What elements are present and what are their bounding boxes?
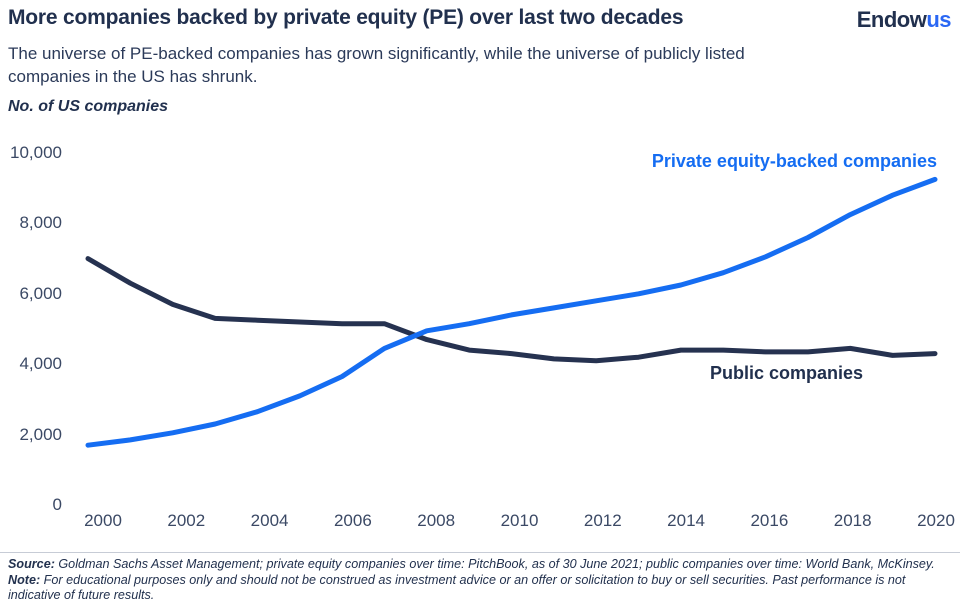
series-label-public: Public companies: [710, 363, 864, 383]
footer-source-text: Goldman Sachs Asset Management; private …: [54, 557, 935, 571]
x-tick-label: 2008: [417, 511, 456, 530]
series-label-private-equity: Private equity-backed companies: [651, 151, 937, 171]
y-tick-label: 0: [52, 495, 62, 514]
footer-source-label: Source:: [8, 557, 55, 571]
x-tick-label: 2000: [84, 511, 122, 530]
subtitle-line-1: The universe of PE-backed companies has …: [8, 44, 745, 63]
footer-disclaimer: Source: Goldman Sachs Asset Management; …: [8, 557, 954, 604]
logo-text-endow: Endow: [856, 7, 927, 32]
page-title: More companies backed by private equity …: [8, 6, 684, 29]
public-companies-line: [85, 256, 938, 364]
y-tick-label: 6,000: [19, 283, 62, 303]
x-tick-label: 2004: [250, 511, 289, 530]
y-tick-label: 4,000: [19, 354, 62, 374]
y-axis-unit-label: No. of US companies: [8, 98, 169, 115]
logo-text-us: us: [926, 7, 951, 32]
x-tick-label: 2006: [333, 511, 372, 530]
x-tick-label: 2002: [167, 511, 206, 530]
y-tick-label: 10,000: [10, 143, 62, 162]
footer-note-text: For educational purposes only and should…: [8, 572, 906, 603]
x-tick-label: 2016: [750, 511, 789, 530]
x-tick-label: 2010: [500, 511, 539, 530]
endowus-logo: Endowus: [856, 7, 952, 33]
y-tick-label: 8,000: [19, 213, 62, 233]
x-tick-label: 2014: [667, 511, 706, 530]
y-tick-label: 2,000: [19, 424, 62, 444]
subtitle-line-2: companies in the US has shrunk.: [8, 67, 258, 86]
x-tick-label: 2018: [833, 511, 872, 530]
footer-note-label: Note:: [8, 572, 41, 587]
chart-subtitle: The universe of PE-backed companies has …: [8, 42, 745, 88]
footer-divider: [0, 552, 960, 553]
x-tick-label: 2020: [917, 511, 955, 530]
x-tick-label: 2012: [583, 511, 622, 530]
pe-backed-companies-line: [85, 176, 938, 448]
